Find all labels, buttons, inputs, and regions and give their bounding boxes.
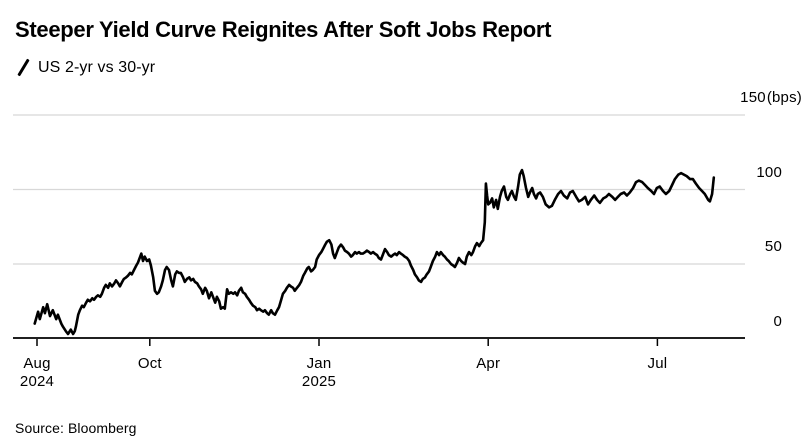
x-tick-year: 2024	[19, 373, 55, 390]
x-axis-ticks	[36, 339, 659, 346]
legend: US 2-yr vs 30-yr	[16, 57, 155, 78]
x-axis-tick-label: Apr	[476, 355, 500, 373]
y-axis-tick-label: 0	[773, 313, 782, 331]
gridlines	[13, 114, 745, 265]
x-axis-tick-label: Jul	[648, 355, 668, 373]
x-tick-month: Jul	[647, 355, 668, 372]
x-tick-year: 2025	[301, 373, 337, 390]
y-axis-tick-label: 150(bps)	[740, 89, 802, 107]
y-axis-unit: (bps)	[766, 89, 802, 106]
x-axis-tick-label: Aug 2024	[20, 355, 54, 391]
x-tick-month: Apr	[476, 355, 501, 372]
y-tick-value: 100	[756, 163, 782, 181]
y-tick-value: 0	[773, 312, 782, 330]
y-axis-tick-label: 100	[756, 164, 782, 182]
y-tick-value: 150	[740, 89, 766, 106]
x-axis-tick-label: Jan 2025	[302, 355, 336, 391]
legend-label: US 2-yr vs 30-yr	[38, 58, 156, 76]
chart-title: Steeper Yield Curve Reignites After Soft…	[15, 17, 552, 42]
x-tick-month: Oct	[137, 355, 162, 372]
source-attribution: Source: Bloomberg	[15, 420, 137, 436]
y-tick-value: 50	[764, 238, 782, 255]
x-axis-tick-label: Oct	[138, 355, 162, 373]
series-line	[33, 168, 716, 336]
x-tick-month: Jan	[306, 355, 332, 372]
y-axis-tick-label: 50	[765, 238, 782, 256]
x-tick-month: Aug	[23, 355, 51, 372]
slash-line-series-icon	[17, 58, 30, 77]
